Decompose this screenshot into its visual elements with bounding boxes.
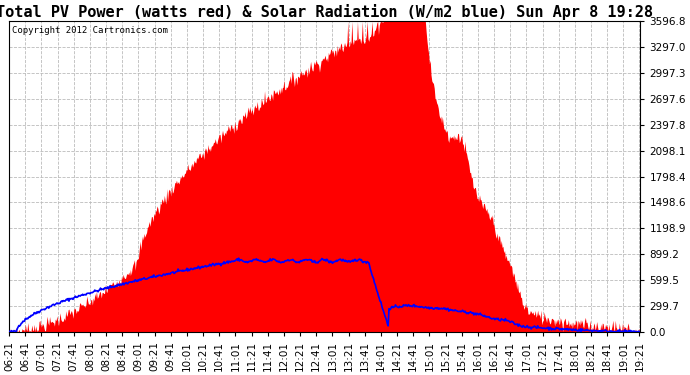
- Title: Total PV Power (watts red) & Solar Radiation (W/m2 blue) Sun Apr 8 19:28: Total PV Power (watts red) & Solar Radia…: [0, 4, 653, 20]
- Text: Copyright 2012 Cartronics.com: Copyright 2012 Cartronics.com: [12, 26, 168, 35]
